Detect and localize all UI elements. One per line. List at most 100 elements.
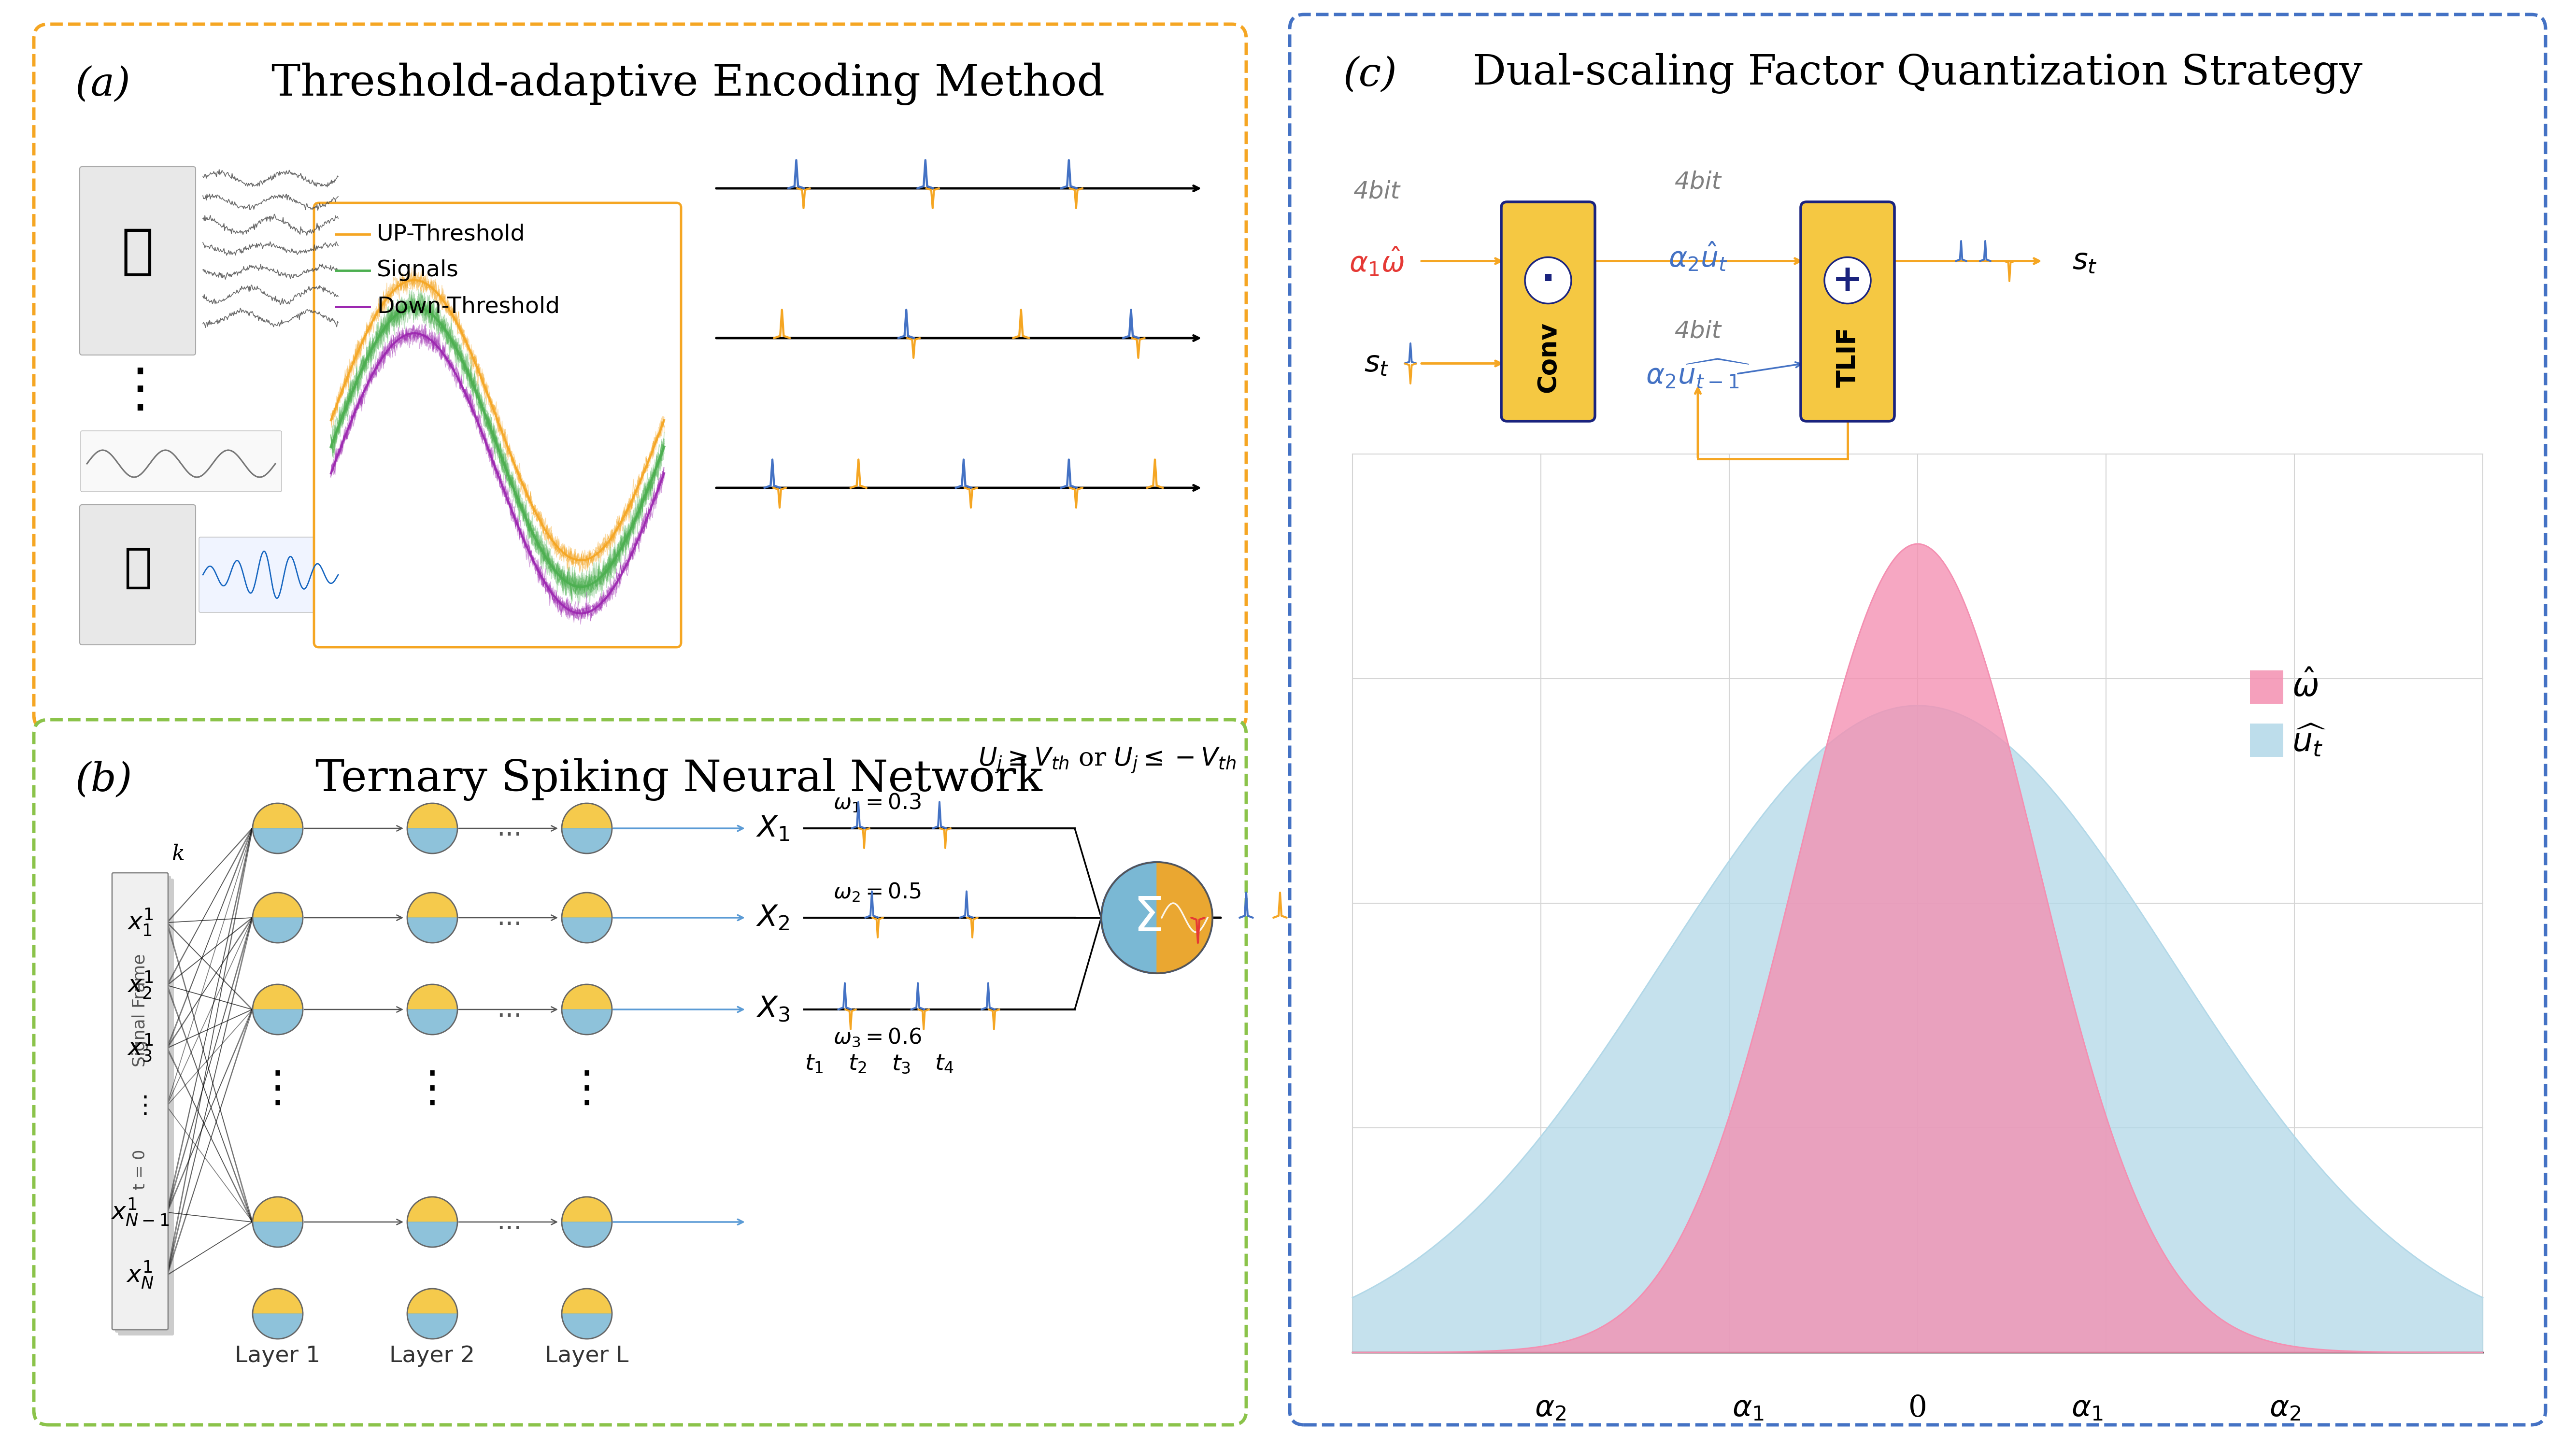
Text: $X_2$: $X_2$ [755,903,788,932]
Polygon shape [252,829,304,853]
Polygon shape [407,1222,459,1248]
Text: $x_2^1$: $x_2^1$ [126,969,152,1001]
Text: $x_{N-1}^1$: $x_{N-1}^1$ [111,1197,170,1227]
Text: $\alpha_1\hat{\omega}$: $\alpha_1\hat{\omega}$ [1350,245,1404,277]
FancyBboxPatch shape [80,504,196,645]
Circle shape [1525,258,1571,304]
Text: $t_4$: $t_4$ [935,1053,953,1075]
FancyBboxPatch shape [198,538,345,613]
Text: ⋮: ⋮ [113,365,167,417]
Text: $\alpha_2\widehat{u_{t-1}}$: $\alpha_2\widehat{u_{t-1}}$ [1646,358,1749,390]
FancyBboxPatch shape [33,25,1247,729]
Text: $\alpha_2$: $\alpha_2$ [2269,1394,2300,1423]
Polygon shape [562,1010,613,1035]
Text: ⋮: ⋮ [410,1068,453,1110]
Polygon shape [252,917,304,943]
Text: ...: ... [497,904,523,930]
Polygon shape [1157,862,1213,974]
Polygon shape [252,984,304,1010]
Text: Layer L: Layer L [546,1345,629,1366]
Text: (c): (c) [1342,55,1396,94]
Text: $\hat{\omega}$: $\hat{\omega}$ [2293,671,2318,703]
Text: $s_t$: $s_t$ [1365,349,1388,378]
FancyBboxPatch shape [1801,201,1893,422]
Text: $\omega_2=0.5$: $\omega_2=0.5$ [832,881,922,903]
Polygon shape [252,1010,304,1035]
Polygon shape [562,829,613,853]
Polygon shape [562,1288,613,1314]
Text: Down-Threshold: Down-Threshold [376,296,559,317]
Polygon shape [407,803,459,829]
Text: 4bit: 4bit [1352,180,1401,203]
Polygon shape [407,1288,459,1314]
Text: k: k [173,843,185,865]
Polygon shape [407,917,459,943]
Text: Layer 2: Layer 2 [389,1345,474,1366]
Text: ...: ... [497,1208,523,1235]
Text: $\omega_3=0.6$: $\omega_3=0.6$ [832,1026,922,1048]
Text: $x_3^1$: $x_3^1$ [126,1033,152,1064]
Text: $t_1$: $t_1$ [804,1053,824,1075]
Text: $\widehat{u_t}$: $\widehat{u_t}$ [2293,723,2326,758]
Text: Signals: Signals [376,259,459,281]
Text: Ternary Spiking Neural Network: Ternary Spiking Neural Network [314,758,1043,801]
Text: Layer 1: Layer 1 [234,1345,319,1366]
Text: 🎤: 🎤 [124,546,152,591]
Text: $t_2$: $t_2$ [848,1053,866,1075]
Text: $s_t$: $s_t$ [2071,246,2097,275]
FancyBboxPatch shape [314,203,680,648]
Text: t = 0: t = 0 [131,1149,147,1190]
FancyBboxPatch shape [2249,723,2282,756]
Text: Dual-scaling Factor Quantization Strategy: Dual-scaling Factor Quantization Strateg… [1473,54,2362,94]
Text: $\vdots$: $\vdots$ [134,1094,147,1119]
Text: $U_j \geq V_{th}$ or $U_j \leq -V_{th}$: $U_j \geq V_{th}$ or $U_j \leq -V_{th}$ [979,746,1236,775]
FancyBboxPatch shape [2249,671,2282,704]
Text: (b): (b) [75,761,131,800]
Polygon shape [407,1314,459,1339]
FancyBboxPatch shape [1291,14,2545,1424]
Text: 0: 0 [1909,1394,1927,1423]
Text: +: + [1832,262,1862,298]
Text: 4bit: 4bit [1674,171,1721,194]
Polygon shape [562,803,613,829]
Text: ⋮: ⋮ [255,1068,299,1110]
FancyBboxPatch shape [118,878,175,1336]
Text: ⋮: ⋮ [564,1068,608,1110]
Text: ·: · [1540,262,1556,298]
Text: $x_N^1$: $x_N^1$ [126,1259,155,1291]
Circle shape [1103,862,1213,974]
Text: $\alpha_2\hat{u}_t$: $\alpha_2\hat{u}_t$ [1669,241,1728,272]
Polygon shape [562,1197,613,1222]
Text: $\alpha_2$: $\alpha_2$ [1535,1394,1566,1423]
Text: $\omega_1=0.3$: $\omega_1=0.3$ [832,793,922,814]
Polygon shape [252,1288,304,1314]
Polygon shape [252,1222,304,1248]
FancyBboxPatch shape [113,872,167,1330]
Text: TLIF: TLIF [1834,327,1860,387]
Polygon shape [407,1197,459,1222]
Text: (a): (a) [75,65,131,104]
Polygon shape [562,1314,613,1339]
Polygon shape [562,984,613,1010]
Polygon shape [252,893,304,917]
Polygon shape [407,984,459,1010]
FancyBboxPatch shape [33,720,1247,1424]
Text: $\alpha_1$: $\alpha_1$ [2071,1394,2102,1423]
Polygon shape [562,917,613,943]
Polygon shape [252,1314,304,1339]
Text: Signal Frame: Signal Frame [131,953,149,1066]
Text: $t_3$: $t_3$ [891,1053,909,1075]
Text: $\Sigma$: $\Sigma$ [1133,894,1162,942]
Text: 4bit: 4bit [1674,320,1721,343]
Text: $\alpha_1$: $\alpha_1$ [1731,1394,1765,1423]
FancyBboxPatch shape [1502,201,1595,422]
Polygon shape [407,1010,459,1035]
Text: UP-Threshold: UP-Threshold [376,223,526,245]
Text: $X_3$: $X_3$ [755,995,791,1024]
Polygon shape [252,1197,304,1222]
Circle shape [1824,258,1870,304]
Polygon shape [252,803,304,829]
Polygon shape [407,829,459,853]
Polygon shape [407,893,459,917]
Polygon shape [562,1222,613,1248]
